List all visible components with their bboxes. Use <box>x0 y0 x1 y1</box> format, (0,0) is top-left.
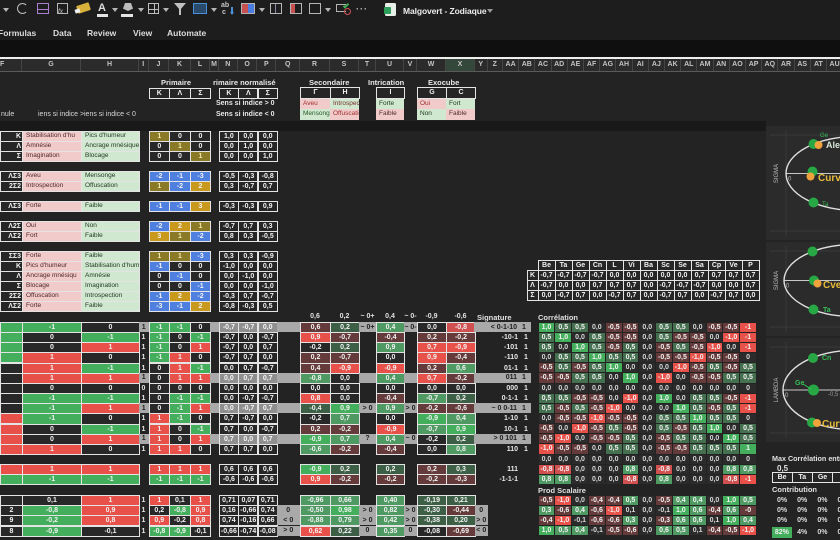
svg-text:SIGMA: SIGMA <box>774 164 780 183</box>
svg-text:Cn: Cn <box>822 355 831 362</box>
svg-text:-0,5: -0,5 <box>828 392 839 398</box>
svg-text:Ta: Ta <box>823 307 831 314</box>
svg-text:0: 0 <box>786 284 790 290</box>
svg-text:LAMBDA: LAMBDA <box>774 378 780 403</box>
svg-text:SIGMA: SIGMA <box>774 271 780 290</box>
svg-text:Ge: Ge <box>820 133 829 139</box>
svg-text:Curv: Curv <box>822 419 840 430</box>
svg-text:Alec: Alec <box>826 140 840 150</box>
svg-text:0: 0 <box>788 177 792 183</box>
svg-text:Ta: Ta <box>822 202 829 208</box>
svg-text:0: 0 <box>785 393 789 399</box>
svg-text:Cve: Cve <box>823 280 840 291</box>
svg-text:Curva: Curva <box>818 173 840 184</box>
svg-text:Ge: Ge <box>795 380 804 387</box>
